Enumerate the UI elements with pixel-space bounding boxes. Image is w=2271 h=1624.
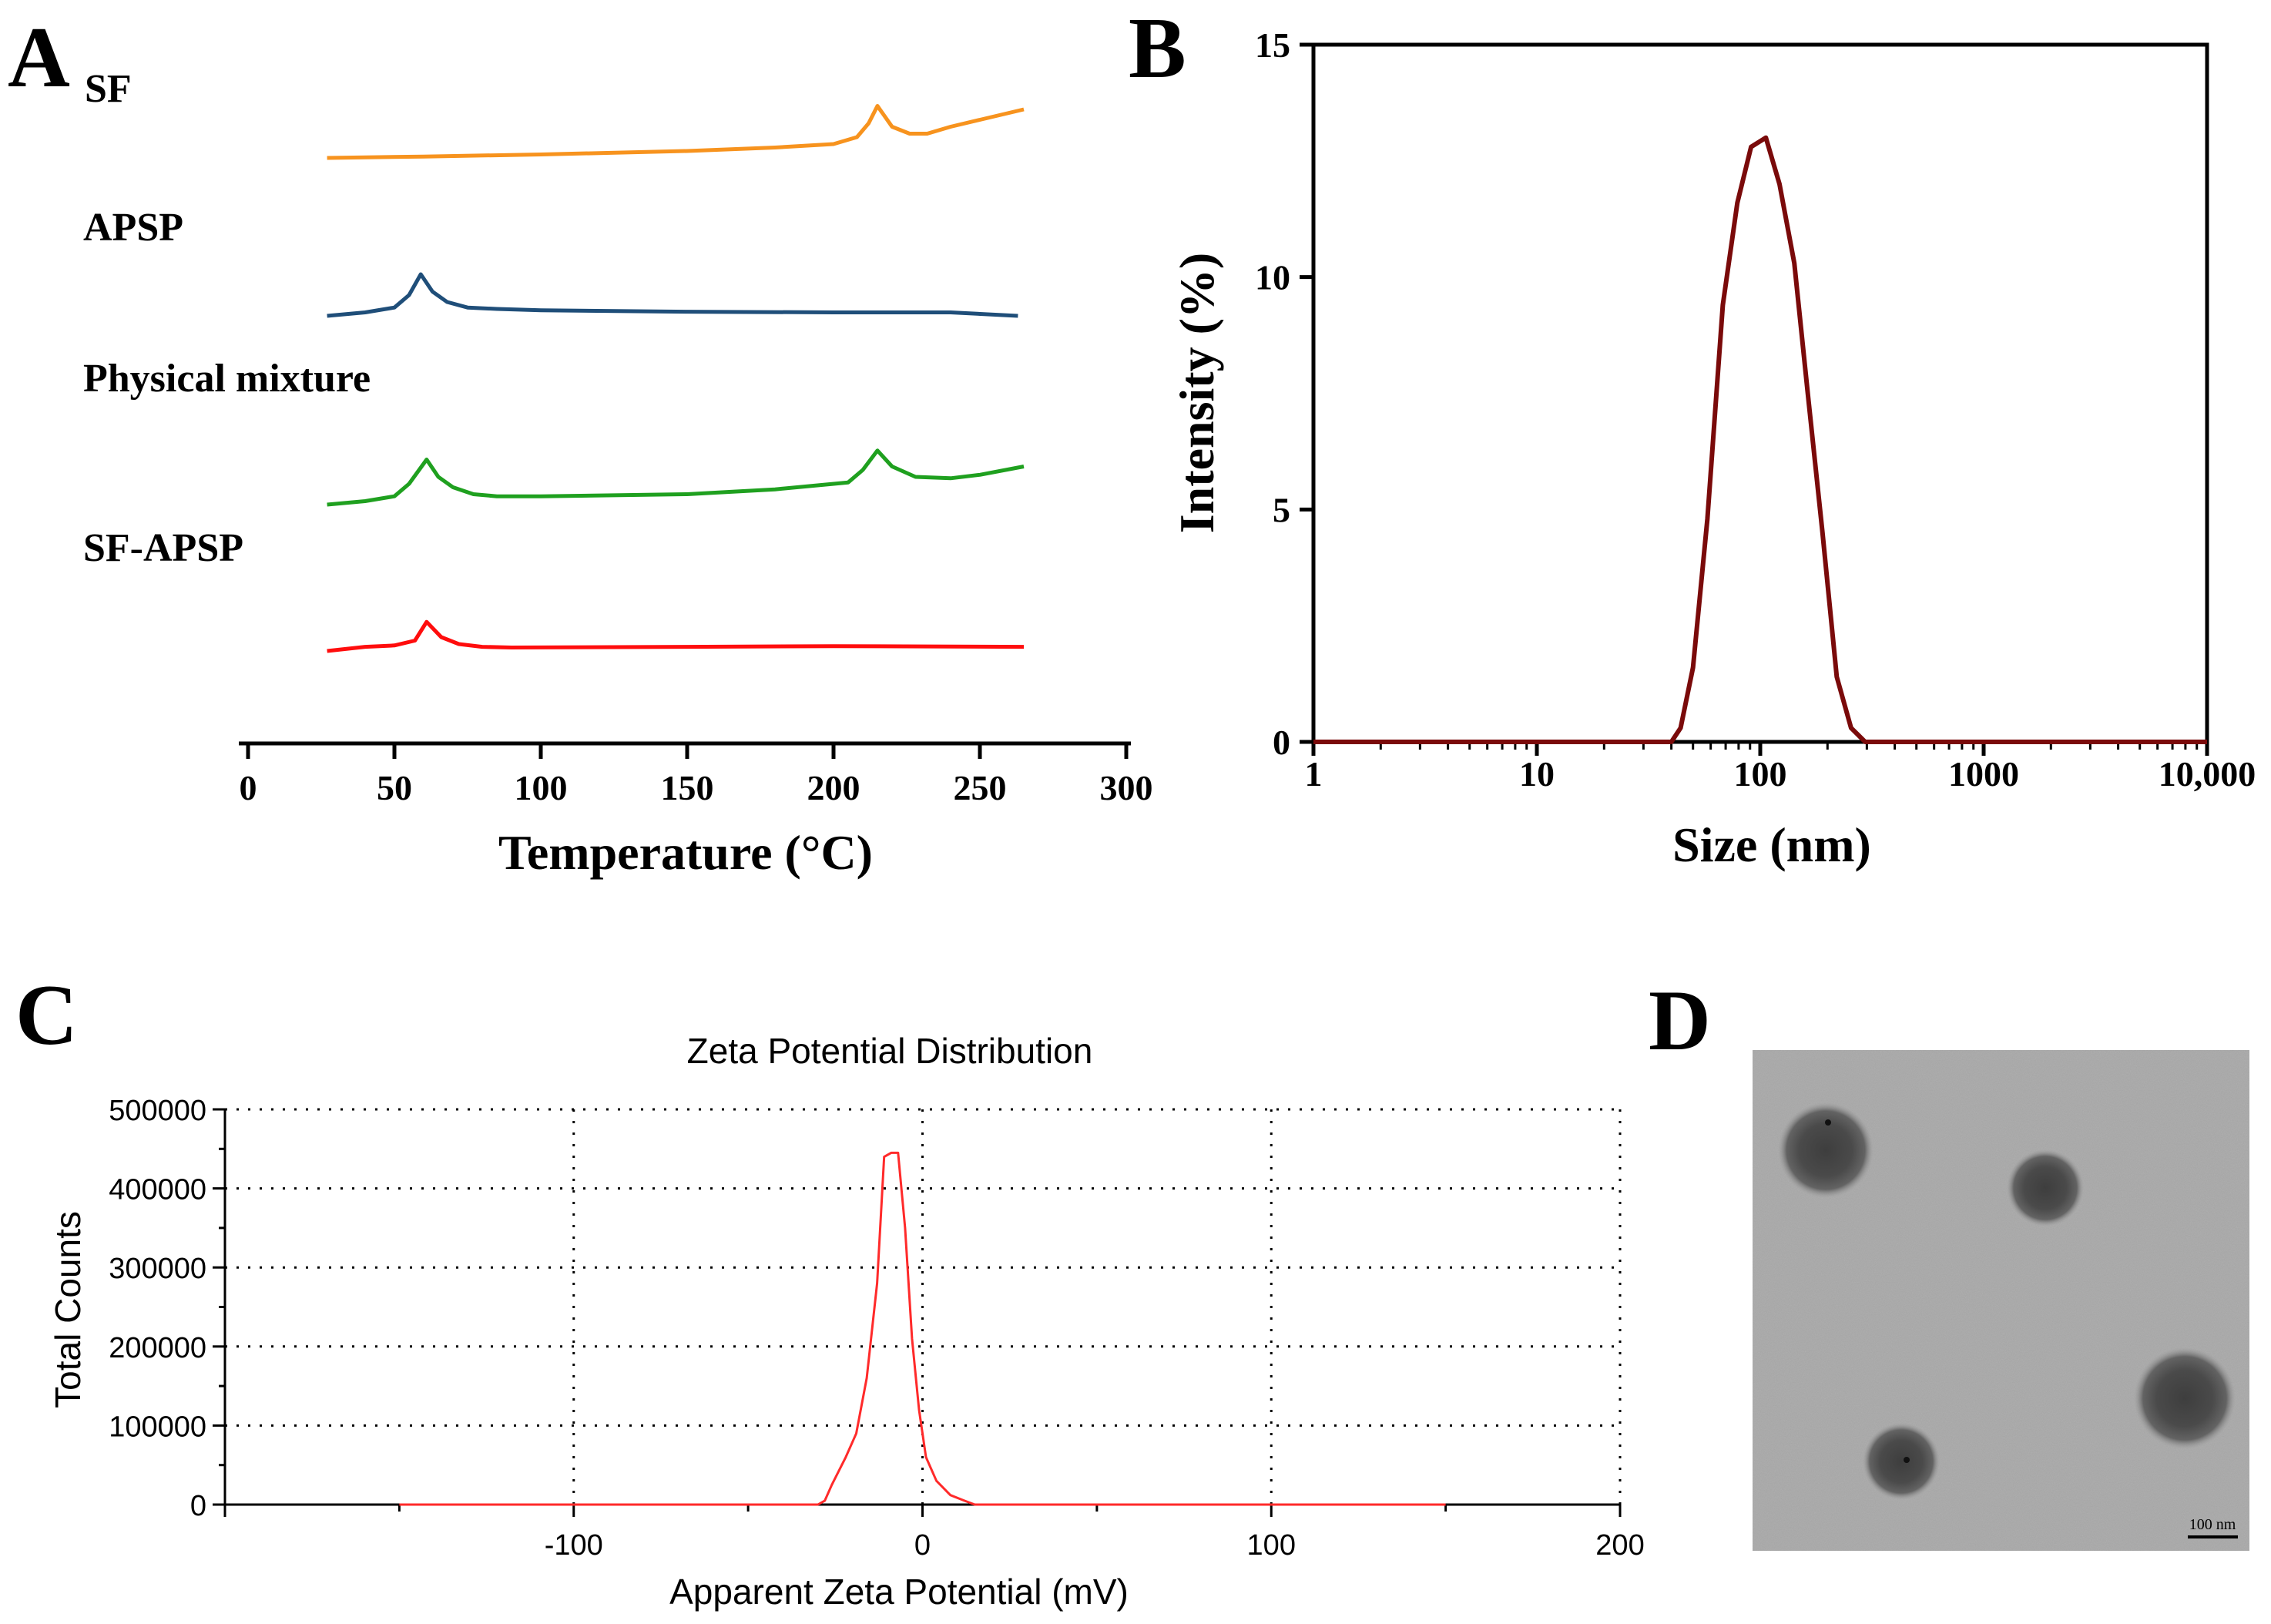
y-tick-label: 300000	[109, 1253, 206, 1285]
nanoparticle	[2007, 1149, 2084, 1226]
nanoparticle	[1778, 1102, 1873, 1198]
x-tick-label: -100	[545, 1529, 603, 1562]
panel-c: C Zeta Potential Distribution 0 100000 200…	[15, 968, 1645, 1612]
series-label-sf: SF	[85, 67, 132, 111]
panel-label-b: B	[1129, 1, 1186, 96]
scale-bar-label: 100 nm	[2189, 1516, 2236, 1533]
panel-c-y-axis-label: Total Counts	[48, 1211, 88, 1408]
nanoparticle	[2134, 1347, 2236, 1449]
x-tick-label: 250	[954, 768, 1007, 807]
y-tick-label: 100000	[109, 1411, 206, 1443]
x-tick-label: 200	[1595, 1529, 1644, 1562]
nanoparticle	[1863, 1423, 1940, 1500]
panel-a-x-ticks: 0 50 100 150 200 250 300	[240, 743, 1153, 807]
y-tick-label: 10	[1255, 258, 1290, 297]
x-tick-label: 50	[377, 768, 412, 807]
series-line-sf-apsp	[327, 619, 1025, 653]
y-tick-label: 15	[1255, 25, 1290, 65]
x-tick-label: 1	[1305, 754, 1323, 794]
panel-b-x-ticks: 1 10 100 1000 10,000	[1305, 742, 2256, 794]
x-tick-label: 100	[1247, 1529, 1296, 1562]
series-line-physical-mixture	[327, 448, 1025, 507]
panel-label-a: A	[8, 10, 70, 106]
panel-d: D 100 nm	[1649, 973, 2249, 1551]
panel-c-x-axis-label: Apparent Zeta Potential (mV)	[669, 1572, 1129, 1612]
panel-label-d: D	[1649, 973, 1711, 1069]
panel-a-x-axis-label: Temperature (°C)	[498, 825, 873, 880]
panel-a: A SF APSP Physical mixture SF-APSP 0 50 10…	[8, 10, 1153, 880]
y-tick-label: 0	[190, 1490, 206, 1522]
y-tick-label: 5	[1273, 490, 1290, 529]
x-tick-label: 100	[1734, 754, 1787, 794]
series-line-size-distribution	[1313, 135, 2207, 744]
x-tick-label: 100	[515, 768, 568, 807]
x-tick-label: 10,000	[2159, 754, 2256, 794]
x-tick-label: 0	[914, 1529, 931, 1562]
x-tick-label: 300	[1100, 768, 1153, 807]
panel-c-x-ticks: -100 0 100 200	[223, 1505, 1645, 1562]
y-tick-label: 0	[1273, 723, 1290, 762]
x-tick-label: 0	[240, 768, 257, 807]
series-label-apsp: APSP	[83, 206, 183, 250]
panel-c-plot	[399, 1151, 1446, 1506]
panel-c-y-ticks: 0 100000 200000 300000 400000 500000	[109, 1095, 225, 1522]
panel-b-plot	[1313, 135, 2207, 744]
series-label-sf-apsp: SF-APSP	[83, 526, 243, 570]
particle-core-dot	[1825, 1119, 1831, 1126]
y-tick-label: 500000	[109, 1095, 206, 1127]
y-tick-label: 200000	[109, 1332, 206, 1364]
x-tick-label: 150	[661, 768, 714, 807]
panel-b-frame	[1311, 42, 2209, 744]
x-tick-label: 1000	[1948, 754, 2019, 794]
series-line-apsp	[327, 272, 1018, 318]
y-tick-label: 400000	[109, 1174, 206, 1206]
particle-core-dot	[1904, 1457, 1910, 1463]
panel-a-plot	[327, 104, 1025, 653]
series-label-physical-mixture: Physical mixture	[83, 357, 371, 401]
x-tick-label: 200	[807, 768, 860, 807]
panel-b-y-ticks: 0 5 10 15	[1255, 25, 1313, 762]
series-line-zeta-distribution	[399, 1151, 1446, 1506]
tem-image: 100 nm	[1753, 1050, 2249, 1551]
panel-c-grid	[225, 1108, 1622, 1505]
panel-b-x-axis-label: Size (nm)	[1672, 817, 1871, 872]
panel-c-title: Zeta Potential Distribution	[687, 1031, 1093, 1071]
panel-label-c: C	[15, 968, 78, 1063]
series-line-sf	[327, 104, 1025, 160]
x-tick-label: 10	[1519, 754, 1555, 794]
panel-b-y-axis-label: Intensity (%)	[1169, 253, 1224, 533]
